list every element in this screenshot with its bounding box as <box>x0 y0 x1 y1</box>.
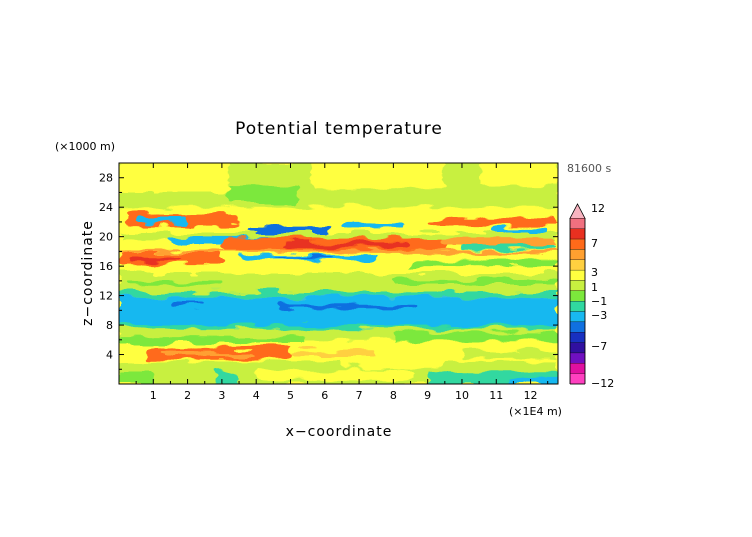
field-patch-43 <box>119 372 154 384</box>
field-patch-25 <box>119 273 558 292</box>
field-patch-4 <box>228 185 298 204</box>
colorbar-label-5: −3 <box>591 309 607 322</box>
chart-title: Potential temperature <box>235 119 443 139</box>
colorbar-swatch-11 <box>569 321 586 333</box>
x-tick-label-10: 10 <box>455 389 469 402</box>
field-patch-15 <box>283 241 411 248</box>
y-tick-label-4: 4 <box>106 349 113 362</box>
colorbar-label-3: 1 <box>591 281 598 294</box>
y-axis-label: z−coordinate <box>80 220 96 326</box>
colorbar-label-4: −1 <box>591 295 607 308</box>
y-tick-label-24: 24 <box>99 201 113 214</box>
colorbar-swatch-1 <box>569 218 586 229</box>
y-unit-label: (×1000 m) <box>55 140 115 153</box>
x-tick-label-7: 7 <box>356 389 363 402</box>
colorbar-swatch-14 <box>569 352 586 364</box>
field-patch-36 <box>393 332 558 342</box>
colorbar-swatch-10 <box>569 311 586 323</box>
field-patch-40 <box>290 350 377 357</box>
y-tick-label-8: 8 <box>106 319 113 332</box>
field-patch-7 <box>136 216 188 224</box>
field-patch-10 <box>427 218 558 226</box>
field-patch-9 <box>341 221 404 228</box>
field-patch-27 <box>393 279 558 285</box>
heatmap-field <box>119 163 558 384</box>
field-patch-8 <box>249 227 332 233</box>
x-tick-label-1: 1 <box>150 389 157 402</box>
colorbar-label-7: −12 <box>591 377 614 390</box>
field-patch-24 <box>119 266 558 274</box>
colorbar-label-0: 12 <box>591 202 605 215</box>
field-patch-47 <box>341 360 445 368</box>
field-patch-29 <box>119 297 558 329</box>
y-tick-label-20: 20 <box>99 231 113 244</box>
field-patch-3 <box>479 163 558 186</box>
x-unit-label: (×1E4 m) <box>509 405 562 418</box>
colorbar-swatch-7 <box>569 280 586 291</box>
colorbar-swatch-15 <box>569 363 586 374</box>
colorbar-swatch-12 <box>569 332 586 343</box>
plot-frame <box>118 162 559 385</box>
field-patch-18 <box>437 238 558 245</box>
field-patch-28 <box>119 291 558 298</box>
colorbar-swatch-2 <box>569 228 586 240</box>
y-tick-label-16: 16 <box>99 260 113 273</box>
colorbar-swatch-3 <box>569 238 586 250</box>
x-tick-label-6: 6 <box>321 389 328 402</box>
field-patch-26 <box>125 280 222 287</box>
colorbar-swatch-13 <box>569 342 586 354</box>
colorbar-label-2: 3 <box>591 266 598 279</box>
field-patch-31 <box>170 302 205 307</box>
field-patch-17 <box>129 257 181 262</box>
field-patch-22 <box>273 256 332 259</box>
colorbar-label-6: −7 <box>591 340 607 353</box>
field-patch-44 <box>215 372 240 384</box>
x-tick-label-3: 3 <box>218 389 225 402</box>
x-tick-label-11: 11 <box>489 389 503 402</box>
field-patch-35 <box>119 336 308 344</box>
field-patch-1 <box>119 163 229 193</box>
field-patch-41 <box>461 350 558 359</box>
x-tick-label-2: 2 <box>184 389 191 402</box>
colorbar-swatch-8 <box>569 290 586 302</box>
x-axis-label: x−coordinate <box>286 424 393 440</box>
colorbar-swatch-6 <box>569 269 586 281</box>
colorbar-label-1: 7 <box>591 237 598 250</box>
field-patch-19 <box>461 244 558 250</box>
time-label: 81600 s <box>567 162 611 175</box>
y-tick-label-28: 28 <box>99 172 113 185</box>
colorbar-swatch-9 <box>569 301 586 312</box>
field-patch-2 <box>311 163 445 189</box>
x-tick-label-9: 9 <box>424 389 431 402</box>
x-tick-label-12: 12 <box>524 389 538 402</box>
colorbar-swatch-5 <box>569 259 586 271</box>
field-patch-20 <box>119 249 558 253</box>
field-patch-37 <box>119 343 558 349</box>
y-tick-label-12: 12 <box>99 290 113 303</box>
field-patch-45 <box>256 369 411 381</box>
colorbar-swatch-16 <box>569 373 586 385</box>
y-axis: 4 8 12 16 20 24 28 <box>99 172 558 370</box>
colorbar-swatch-4 <box>569 249 586 260</box>
field-patch-34 <box>119 328 558 340</box>
field-patch-32 <box>119 325 558 329</box>
x-axis: 1 2 3 4 5 6 7 8 9 10 11 12 <box>135 163 549 402</box>
x-tick-label-5: 5 <box>287 389 294 402</box>
colorbar-swatch-top <box>569 203 586 219</box>
x-tick-label-4: 4 <box>253 389 260 402</box>
x-tick-label-8: 8 <box>390 389 397 402</box>
field-patch-39 <box>160 351 257 357</box>
colorbar: 12 7 3 1−1−3 −7 −12 <box>569 202 614 390</box>
field-patch-48 <box>506 377 558 384</box>
field-patch-30 <box>280 303 421 309</box>
